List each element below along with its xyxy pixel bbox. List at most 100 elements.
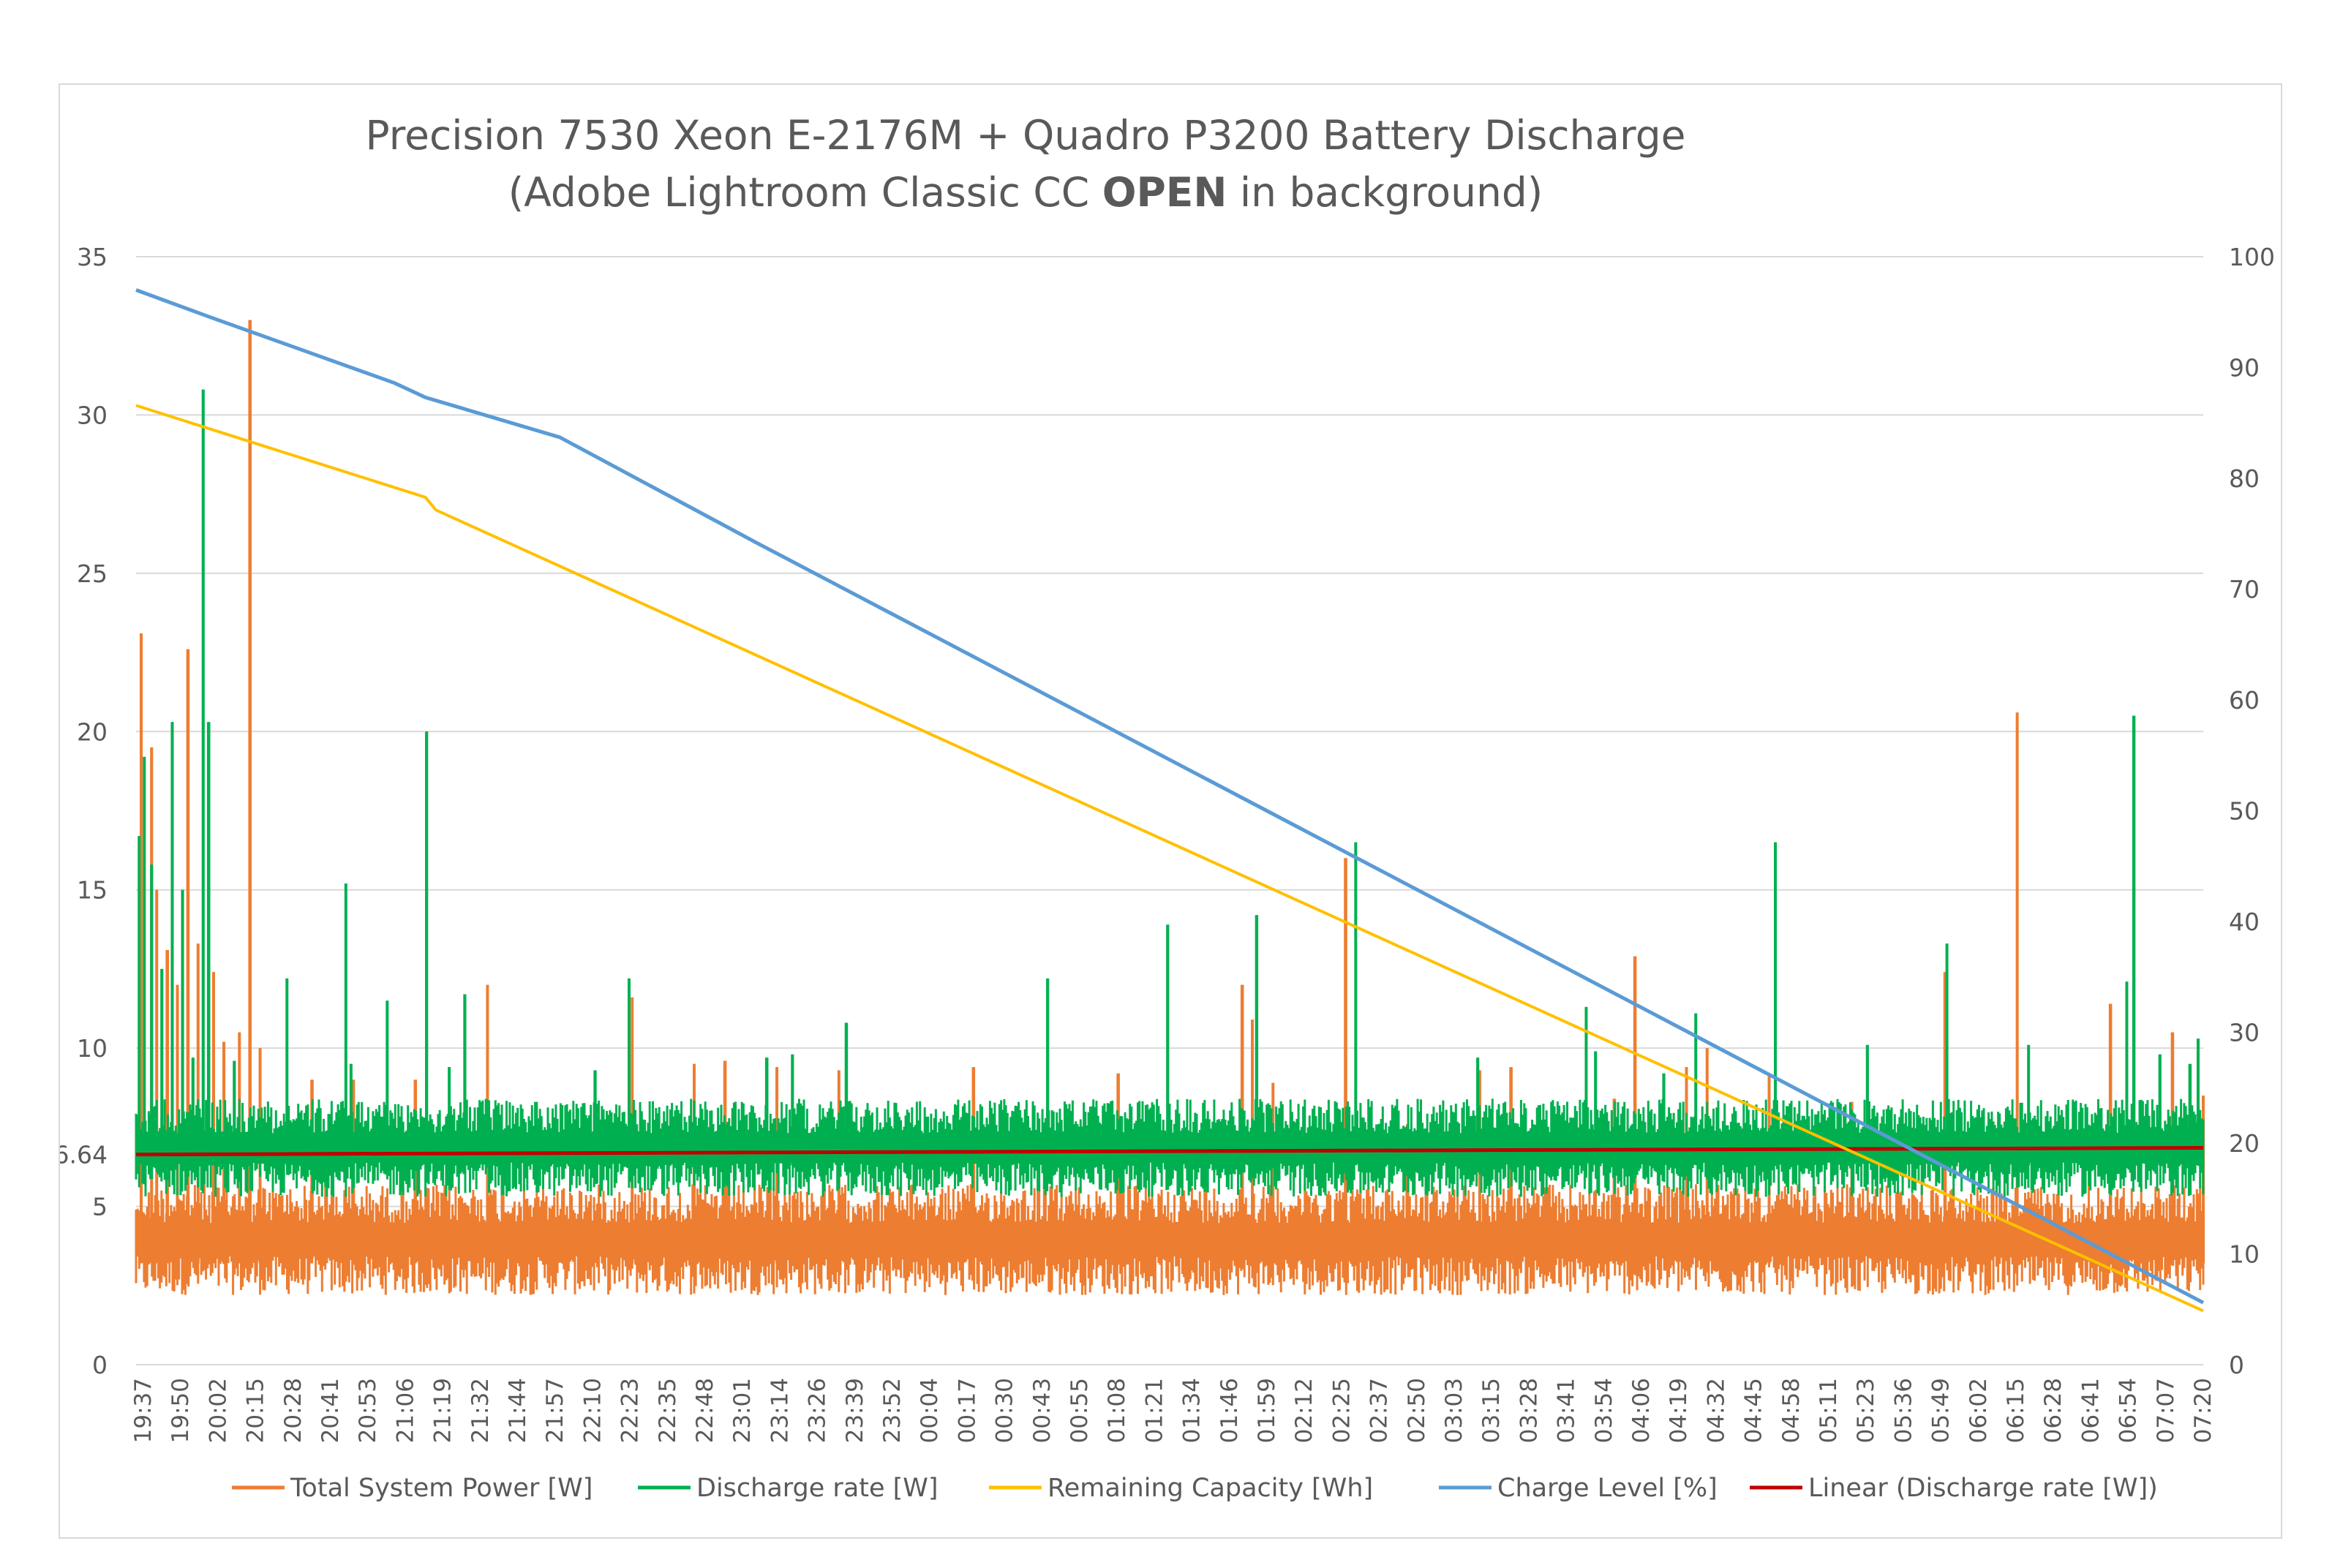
discharge-rate-w-series-line (135, 389, 2205, 1197)
title-line-2-pre: (Adobe Lightroom Classic CC (508, 169, 1102, 216)
x-tick-label: 21:44 (505, 1378, 531, 1443)
x-tick-label: 20:28 (280, 1378, 306, 1443)
x-tick-label: 01:46 (1216, 1378, 1243, 1443)
x-tick-label: 03:41 (1554, 1378, 1580, 1443)
x-tick-label: 03:15 (1478, 1378, 1505, 1443)
linear-discharge-rate-w-line (135, 1146, 2204, 1157)
x-tick-label: 05:11 (1816, 1378, 1842, 1443)
legend-label: Total System Power [W] (290, 1474, 593, 1503)
y-right-tick-label: 100 (2229, 243, 2275, 271)
x-tick-label: 01:34 (1179, 1378, 1206, 1443)
x-tick-label: 20:53 (355, 1378, 381, 1443)
x-tick-label: 00:17 (954, 1378, 980, 1443)
x-tick-label: 19:37 (130, 1378, 157, 1443)
y-left-tick-label-6.64: 6.64 (60, 1141, 108, 1169)
total-system-power-w-series-line (135, 320, 2205, 1295)
y-right-tick-label: 30 (2229, 1019, 2260, 1047)
y-right-tick-label: 20 (2229, 1129, 2260, 1158)
x-tick-label: 06:02 (1966, 1378, 1992, 1443)
y-right-tick-label: 70 (2229, 576, 2260, 604)
x-tick-label: 07:07 (2153, 1378, 2179, 1443)
x-tick-label: 03:54 (1591, 1378, 1617, 1443)
y-left-tick-label: 30 (77, 401, 108, 429)
chart-title-line-2: (Adobe Lightroom Classic CC OPEN in back… (508, 169, 1543, 216)
x-tick-label: 00:30 (992, 1378, 1018, 1443)
y-left-tick-label: 20 (77, 717, 108, 746)
x-tick-label: 01:08 (1104, 1378, 1130, 1443)
chart-title-line-1: Precision 7530 Xeon E-2176M + Quadro P32… (366, 112, 1686, 159)
charge-level-line (135, 288, 2205, 1305)
x-tick-label: 21:32 (467, 1378, 494, 1443)
x-axis-ticks: 19:37 19:50 20:02 20:15 20:28 20:41 20:53 21:06… (130, 1378, 2216, 1443)
remaining-capacity-wh-line (135, 404, 2204, 1313)
y-right-axis-ticks: 0 10 20 30 40 50 60 70 80 90 100 (2229, 243, 2275, 1379)
x-tick-label: 23:52 (879, 1378, 906, 1443)
x-tick-label: 04:45 (1741, 1378, 1767, 1443)
y-right-tick-label: 40 (2229, 908, 2260, 936)
x-tick-label: 22:48 (692, 1378, 718, 1443)
chart-svg: Precision 7530 Xeon E-2176M + Quadro P32… (60, 112, 2275, 1503)
x-tick-label: 21:57 (542, 1378, 568, 1443)
x-tick-label: 00:55 (1067, 1378, 1093, 1443)
x-tick-label: 04:32 (1703, 1378, 1729, 1443)
legend-label: Linear (Discharge rate [W]) (1808, 1474, 2158, 1503)
y-right-tick-label: 10 (2229, 1240, 2260, 1269)
x-tick-label: 05:49 (1928, 1378, 1955, 1443)
y-right-tick-label: 50 (2229, 797, 2260, 826)
x-tick-label: 20:41 (317, 1378, 344, 1443)
x-tick-label: 04:58 (1778, 1378, 1805, 1443)
legend-item: Remaining Capacity [Wh] (989, 1474, 1373, 1503)
legend-label: Charge Level [%] (1497, 1474, 1718, 1503)
title-line-2-bold: OPEN (1102, 169, 1227, 216)
x-tick-label: 02:25 (1328, 1378, 1355, 1443)
x-tick-label: 22:23 (617, 1378, 644, 1443)
x-tick-label: 00:43 (1029, 1378, 1056, 1443)
x-tick-label: 22:10 (579, 1378, 606, 1443)
y-right-tick-label: 60 (2229, 686, 2260, 715)
legend-label: Remaining Capacity [Wh] (1047, 1474, 1373, 1503)
y-left-tick-label: 35 (77, 243, 108, 271)
legend-item: Total System Power [W] (232, 1474, 593, 1503)
x-tick-label: 06:15 (2003, 1378, 2029, 1443)
x-tick-label: 03:03 (1441, 1378, 1467, 1443)
x-tick-label: 20:02 (205, 1378, 231, 1443)
legend-item: Charge Level [%] (1439, 1474, 1718, 1503)
x-tick-label: 22:35 (655, 1378, 681, 1443)
chart-frame: Precision 7530 Xeon E-2176M + Quadro P32… (59, 83, 2282, 1539)
x-tick-label: 23:14 (767, 1378, 793, 1443)
y-right-tick-label: 0 (2229, 1351, 2244, 1379)
x-tick-label: 02:12 (1291, 1378, 1317, 1443)
y-left-tick-label: 10 (77, 1034, 108, 1063)
x-tick-label: 07:20 (2190, 1378, 2216, 1443)
y-right-tick-label: 80 (2229, 464, 2260, 493)
y-right-tick-label: 90 (2229, 354, 2260, 382)
y-left-tick-label: 25 (77, 559, 108, 588)
legend-label: Discharge rate [W] (696, 1474, 939, 1503)
legend: Total System Power [W] Discharge rate [W]… (232, 1474, 2158, 1503)
x-tick-label: 20:15 (243, 1378, 269, 1443)
plot-area (135, 288, 2205, 1313)
x-tick-label: 04:19 (1666, 1378, 1692, 1443)
x-tick-label: 23:26 (805, 1378, 831, 1443)
y-left-axis-ticks: 0 5 10 15 20 25 30 35 6.64 (60, 243, 108, 1379)
title-line-2-post: in background) (1227, 169, 1543, 216)
x-tick-label: 03:28 (1516, 1378, 1542, 1443)
legend-item: Linear (Discharge rate [W]) (1750, 1474, 2158, 1503)
x-tick-label: 06:54 (2115, 1378, 2142, 1443)
x-tick-label: 21:06 (392, 1378, 418, 1443)
y-left-tick-label: 0 (92, 1351, 108, 1379)
x-tick-label: 02:37 (1366, 1378, 1393, 1443)
x-tick-label: 23:01 (729, 1378, 756, 1443)
y-left-tick-label: 5 (92, 1193, 108, 1221)
x-tick-label: 19:50 (168, 1378, 194, 1443)
x-tick-label: 05:36 (1890, 1378, 1917, 1443)
legend-item: Discharge rate [W] (638, 1474, 939, 1503)
x-tick-label: 04:06 (1628, 1378, 1655, 1443)
x-tick-label: 06:28 (2040, 1378, 2066, 1443)
x-tick-label: 23:39 (842, 1378, 868, 1443)
x-tick-label: 01:21 (1141, 1378, 1167, 1443)
x-tick-label: 21:19 (430, 1378, 456, 1443)
x-tick-label: 01:59 (1254, 1378, 1280, 1443)
x-tick-label: 00:04 (917, 1378, 943, 1443)
x-tick-label: 06:41 (2077, 1378, 2104, 1443)
